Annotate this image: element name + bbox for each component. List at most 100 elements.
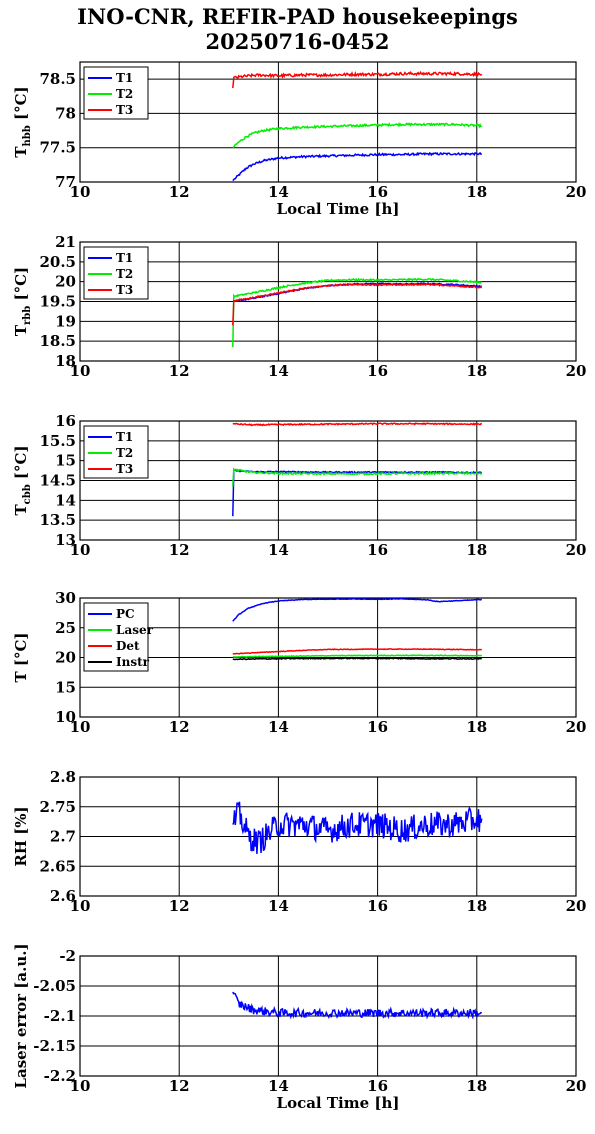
y-tick-label: 21 <box>55 233 76 251</box>
x-tick-label: 16 <box>367 362 388 380</box>
y-tick-label: 18 <box>55 352 76 370</box>
x-tick-label: 14 <box>268 183 289 201</box>
x-tick-label: 18 <box>466 541 487 559</box>
y-tick-label: 20 <box>55 273 76 291</box>
plot-frame <box>79 597 577 718</box>
y-tick-label: 14 <box>55 491 76 509</box>
y-tick-label: -2.15 <box>33 1037 76 1055</box>
y-tick-label: 10 <box>55 708 76 726</box>
x-tick-label: 10 <box>70 362 91 380</box>
x-tick-label: 20 <box>566 897 587 915</box>
y-tick-label: 78.5 <box>39 70 76 88</box>
legend-entry: Instr <box>116 655 150 669</box>
series-line-data <box>232 991 483 1020</box>
y-tick-label: 15.5 <box>39 432 76 450</box>
y-tick-label: 20 <box>55 649 76 667</box>
plot-frame <box>79 955 577 1077</box>
x-tick-label: 18 <box>466 718 487 736</box>
series-line-T2 <box>232 277 483 348</box>
y-tick-label: 19.5 <box>39 293 76 311</box>
series-line-Laser <box>232 654 483 658</box>
y-tick-label: -2.1 <box>44 1007 76 1025</box>
series-line-T3 <box>232 282 482 326</box>
legend-entry: T2 <box>116 267 133 281</box>
y-tick-label: 77.5 <box>39 139 76 157</box>
y-axis-label: Trbb [°C] <box>12 267 33 336</box>
x-tick-label: 10 <box>70 718 91 736</box>
legend-entry: T2 <box>116 446 133 460</box>
y-tick-label: 15 <box>55 452 76 470</box>
chart-panel-6: -2.2 -2.15 -2.1 -2.05 -2 10 12 14 16 18 20 Local Ti… <box>12 943 586 1112</box>
legend-entry: Det <box>116 639 140 653</box>
y-tick-label: 78 <box>55 104 76 122</box>
x-tick-label: 10 <box>70 1077 91 1095</box>
x-tick-label: 14 <box>268 541 289 559</box>
series-line-T3 <box>232 70 483 89</box>
x-tick-label: 18 <box>466 897 487 915</box>
x-tick-label: 20 <box>566 1077 587 1095</box>
x-tick-label: 18 <box>466 183 487 201</box>
legend-entry: T2 <box>116 87 133 101</box>
plot-frame <box>79 61 577 183</box>
plot-frame <box>79 776 577 897</box>
series-line-Det <box>232 648 483 655</box>
legend-entry: T3 <box>116 283 133 297</box>
y-tick-label: 30 <box>55 589 76 607</box>
y-axis-label: RH [%] <box>12 806 30 866</box>
y-tick-label: 2.75 <box>39 798 76 816</box>
y-axis-label-unit: [°C] <box>12 445 30 484</box>
y-tick-label: 25 <box>55 619 76 637</box>
y-tick-label: 13.5 <box>39 511 76 529</box>
y-tick-label: -2.05 <box>33 977 76 995</box>
chart-panel-1: 77 77.5 78 78.5 10 12 14 16 18 20 Local Time [h] Th… <box>12 61 587 218</box>
y-axis-label-main: T <box>12 324 30 336</box>
y-tick-label: 2.65 <box>39 857 76 875</box>
series-line-PC <box>232 598 482 622</box>
y-axis-label-main: T <box>12 504 30 516</box>
x-tick-label: 12 <box>169 897 190 915</box>
y-tick-label: 19 <box>55 312 76 330</box>
x-tick-label: 14 <box>268 718 289 736</box>
legend-entry: T1 <box>116 430 133 444</box>
y-tick-label: 14.5 <box>39 472 76 490</box>
x-tick-label: 10 <box>70 897 91 915</box>
x-tick-label: 16 <box>367 183 388 201</box>
figure-title-line1: INO-CNR, REFIR-PAD housekeepings <box>77 4 518 29</box>
figure-title: INO-CNR, REFIR-PAD housekeepings 2025071… <box>0 4 595 54</box>
series-line-T2 <box>232 122 483 149</box>
series-line-data <box>232 801 483 854</box>
legend-entry: T1 <box>116 71 133 85</box>
series-line-Instr <box>232 656 482 661</box>
x-tick-label: 16 <box>367 541 388 559</box>
x-axis-label: Local Time [h] <box>277 1094 400 1112</box>
y-axis-label-main: RH [%] <box>12 806 30 866</box>
x-tick-label: 16 <box>367 1077 388 1095</box>
y-axis-label: Thbb [°C] <box>12 86 33 157</box>
y-tick-label: 18.5 <box>39 332 76 350</box>
x-tick-label: 12 <box>169 183 190 201</box>
y-tick-label: 16 <box>55 412 76 430</box>
plot-frame <box>79 241 577 362</box>
y-axis-label: T [°C] <box>12 632 30 682</box>
y-tick-label: 2.7 <box>50 828 76 846</box>
y-axis-label-main: T <box>12 146 30 158</box>
x-tick-label: 18 <box>466 1077 487 1095</box>
y-axis-label-subscript: cbb <box>22 484 33 504</box>
x-tick-label: 10 <box>70 541 91 559</box>
y-tick-label: 13 <box>55 531 76 549</box>
x-tick-label: 12 <box>169 362 190 380</box>
legend-entry: T1 <box>116 251 133 265</box>
figure-title-line2: 20250716-0452 <box>205 29 390 54</box>
x-axis-label: Local Time [h] <box>277 200 400 218</box>
x-tick-label: 20 <box>566 362 587 380</box>
plot-frame <box>79 420 577 541</box>
y-tick-label: 77 <box>55 173 76 191</box>
y-axis-label: Laser error [a.u.] <box>12 943 30 1088</box>
y-axis-label-main: Laser error [a.u.] <box>12 943 30 1088</box>
legend-entry: T3 <box>116 462 133 476</box>
series-line-T1 <box>232 151 482 182</box>
x-tick-label: 20 <box>566 183 587 201</box>
x-tick-label: 12 <box>169 718 190 736</box>
x-tick-label: 20 <box>566 541 587 559</box>
series-line-T3 <box>232 422 483 427</box>
